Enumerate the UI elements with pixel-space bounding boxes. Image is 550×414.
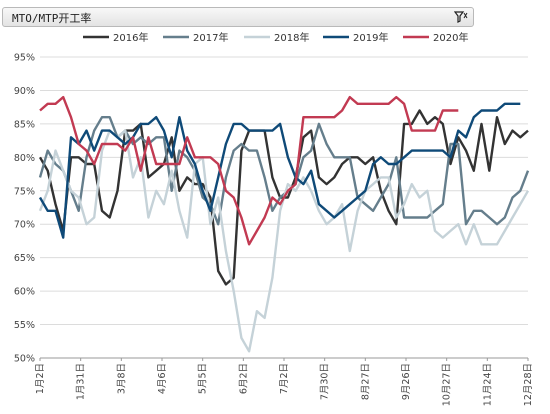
x-axis: 1月2日 1月31日 3月8日 4月6日 5月5日 6月2日 7月2日 7月30日 8月27日 9…	[35, 358, 534, 406]
y-tick-label: 60%	[14, 287, 35, 298]
y-axis: 50% 55% 60% 65% 70% 75% 80% 85% 90% 95%	[14, 53, 35, 365]
x-tick-label: 12月28日	[523, 363, 534, 406]
x-tick-label: 7月2日	[279, 363, 290, 394]
x-tick-label: 3月8日	[116, 363, 127, 394]
y-tick-label: 75%	[14, 186, 35, 197]
legend-label: 2019年	[353, 31, 388, 44]
x-tick-label: 7月30日	[320, 363, 331, 400]
series-lines	[38, 95, 530, 353]
x-tick-label: 5月5日	[198, 363, 209, 394]
x-tick-label: 8月27日	[360, 363, 371, 400]
x-tick-label: 6月2日	[238, 363, 249, 394]
y-tick-label: 70%	[14, 220, 35, 231]
series-line-2	[38, 129, 530, 353]
legend-label: 2018年	[274, 31, 309, 44]
x-tick-label: 1月2日	[35, 363, 46, 394]
y-tick-label: 95%	[14, 53, 35, 64]
series-line-4	[39, 95, 459, 246]
filter-icon[interactable]	[454, 10, 469, 24]
chart-title: MTO/MTP开工率	[12, 12, 92, 25]
x-tick-label: 9月26日	[401, 363, 412, 400]
y-tick-label: 90%	[14, 86, 35, 97]
legend-label: 2020年	[433, 31, 468, 44]
legend-label: 2017年	[193, 31, 228, 44]
series-line-3	[38, 102, 521, 239]
y-tick-label: 85%	[14, 119, 35, 130]
y-tick-label: 50%	[14, 354, 35, 365]
y-tick-label: 80%	[14, 153, 35, 164]
x-tick-label: 4月6日	[157, 363, 168, 394]
legend: 2016年 2017年 2018年 2019年 2020年	[83, 31, 468, 44]
x-tick-label: 1月31日	[76, 363, 87, 400]
x-tick-label: 10月27日	[442, 363, 453, 406]
x-tick-label: 11月24日	[482, 363, 493, 406]
y-tick-label: 65%	[14, 253, 35, 264]
legend-label: 2016年	[113, 31, 148, 44]
chart-title-bar[interactable]: MTO/MTP开工率	[2, 7, 474, 27]
y-tick-label: 55%	[14, 320, 35, 331]
